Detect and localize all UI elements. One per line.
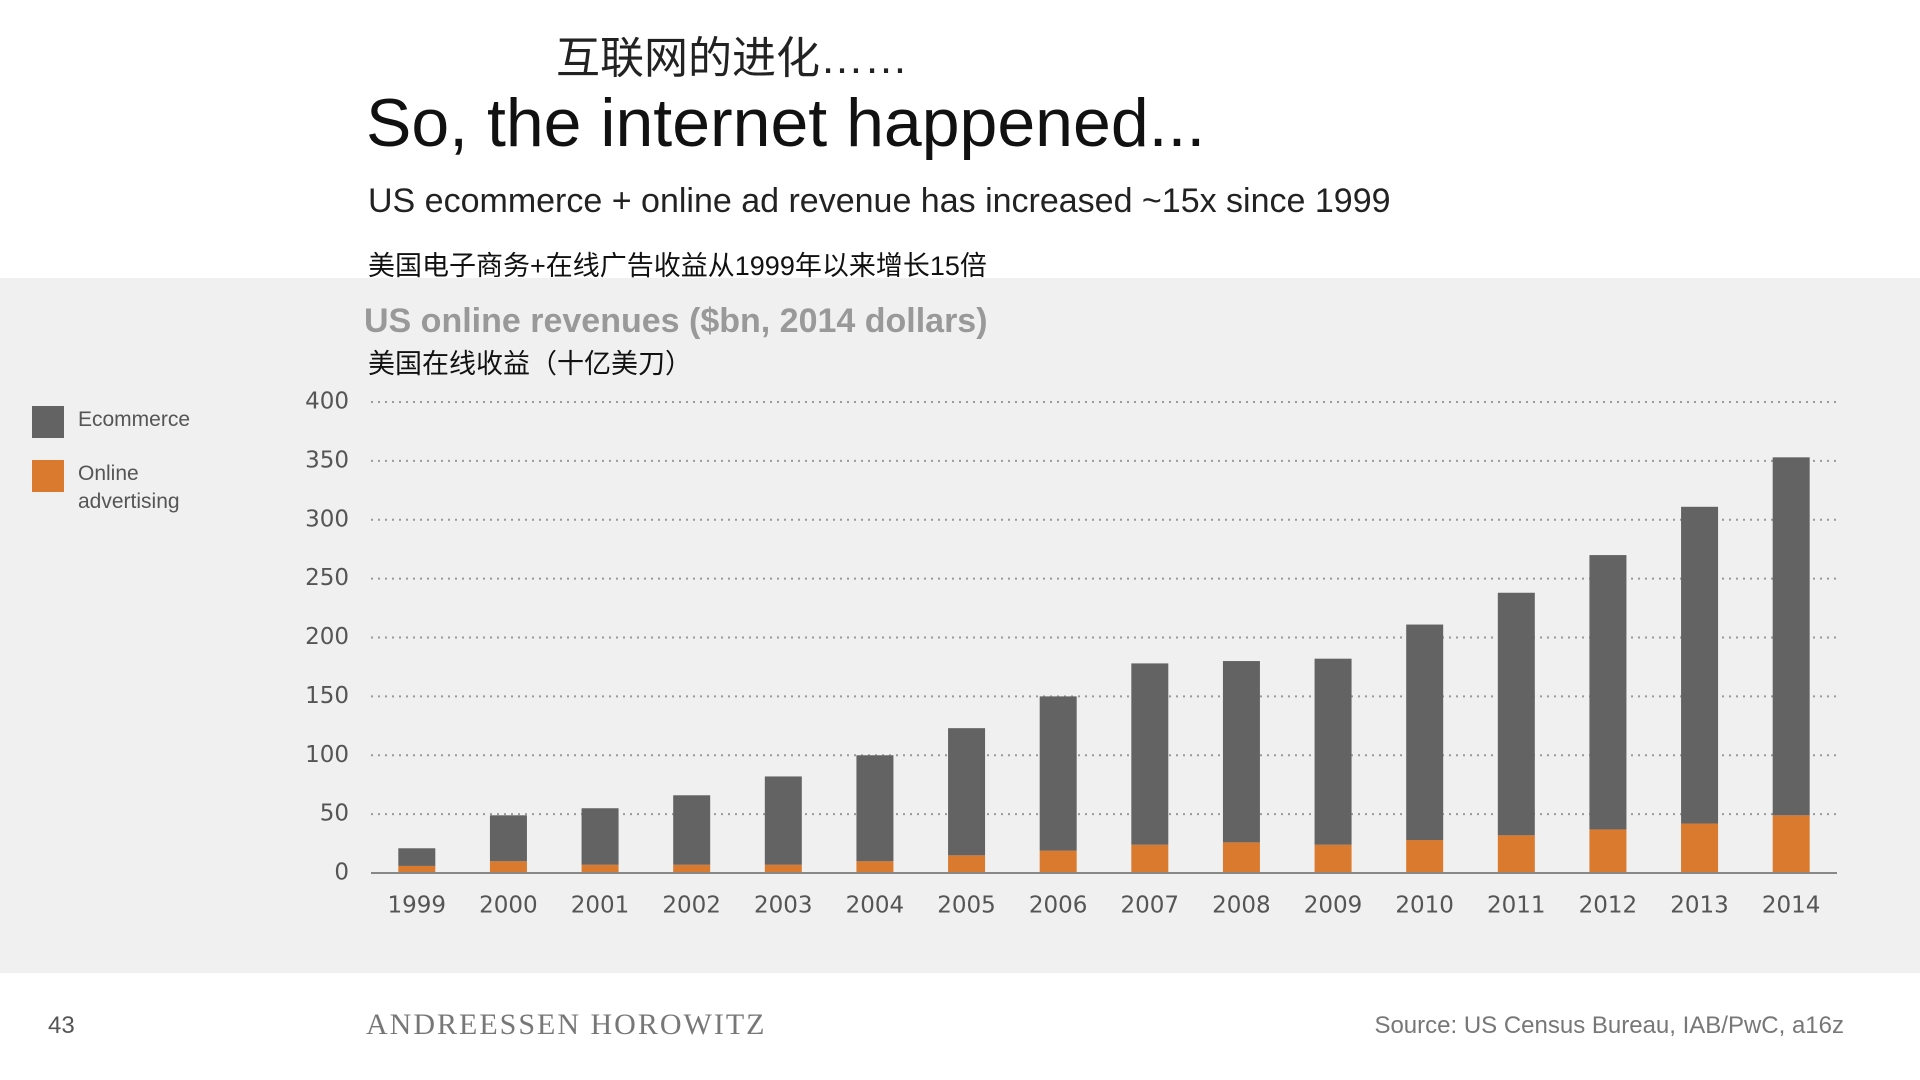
bar-segment	[398, 865, 436, 873]
bar-segment	[1222, 661, 1260, 843]
bar-segment	[673, 864, 711, 873]
x-tick-label: 2008	[1212, 893, 1271, 919]
x-tick-label: 2013	[1670, 893, 1729, 919]
x-tick-label: 2004	[846, 893, 905, 919]
x-tick-label: 2010	[1395, 893, 1454, 919]
legend-label: Online advertising	[78, 462, 180, 513]
bar-segment	[1772, 457, 1810, 816]
bar-segment	[1406, 624, 1444, 841]
bar-segment	[1039, 850, 1077, 873]
x-tick-label: 2001	[571, 893, 630, 919]
legend-swatch	[32, 406, 64, 438]
bar-segment	[948, 728, 986, 856]
bar-segment	[948, 855, 986, 873]
y-tick-label: 300	[305, 506, 349, 532]
bar-segment	[1681, 823, 1719, 873]
y-tick-label: 400	[305, 389, 349, 415]
title-cn: 互联网的进化……	[556, 34, 908, 83]
bar-segment	[1406, 840, 1444, 873]
bar-segment	[764, 864, 802, 873]
x-tick-label: 2000	[479, 893, 538, 919]
bar-segment	[1039, 696, 1077, 851]
page-number: 43	[48, 1012, 75, 1039]
y-tick-label: 200	[305, 624, 349, 650]
y-tick-label: 100	[305, 742, 349, 768]
bar-segment	[1131, 663, 1169, 845]
bar-segment	[1772, 815, 1810, 873]
source: Source: US Census Bureau, IAB/PwC, a16z	[1374, 1012, 1844, 1039]
y-tick-label: 250	[305, 565, 349, 591]
x-tick-label: 2007	[1121, 893, 1180, 919]
x-tick-label: 2011	[1487, 893, 1546, 919]
bar-segment	[581, 808, 619, 865]
legend-item: Ecommerce	[32, 406, 218, 438]
bar-segment	[1314, 658, 1352, 845]
x-tick-label: 2002	[662, 893, 721, 919]
y-tick-label: 0	[334, 860, 349, 886]
bar-segment	[1497, 592, 1535, 836]
bar-segment	[489, 861, 527, 873]
x-tick-label: 2009	[1304, 893, 1363, 919]
y-tick-label: 150	[305, 683, 349, 709]
chart-title-cn: 美国在线收益（十亿美刀）	[368, 349, 692, 379]
y-tick-label: 50	[320, 801, 349, 827]
bar-segment	[1589, 555, 1627, 830]
x-tick-label: 2006	[1029, 893, 1088, 919]
subtitle-cn: 美国电子商务+在线广告收益从1999年以来增长15倍	[368, 251, 987, 281]
bar-segment	[764, 776, 802, 865]
bar-segment	[673, 795, 711, 865]
subtitle: US ecommerce + online ad revenue has inc…	[368, 182, 1391, 220]
x-tick-label: 2003	[754, 893, 813, 919]
bar-segment	[581, 864, 619, 873]
x-tick-label: 1999	[388, 893, 447, 919]
bar-segment	[856, 755, 894, 862]
chart-title: US online revenues ($bn, 2014 dollars)	[364, 302, 988, 340]
bar-segment	[489, 815, 527, 862]
title: So, the internet happened...	[366, 85, 1206, 161]
y-tick-label: 350	[305, 447, 349, 473]
x-tick-label: 2005	[937, 893, 996, 919]
bar-segment	[1589, 829, 1627, 873]
legend-item: Online advertising	[32, 460, 208, 516]
bar-segment	[1314, 844, 1352, 873]
bar-segment	[856, 861, 894, 873]
x-tick-label: 2012	[1579, 893, 1638, 919]
bar-segment	[1222, 842, 1260, 873]
legend-swatch	[32, 460, 64, 492]
legend-label: Ecommerce	[78, 408, 191, 431]
brand: ANDREESSEN HOROWITZ	[366, 1008, 767, 1041]
bar-segment	[1497, 835, 1535, 873]
bar-segment	[398, 848, 436, 866]
bar-segment	[1681, 506, 1719, 824]
x-tick-label: 2014	[1762, 893, 1821, 919]
bar-segment	[1131, 844, 1169, 873]
